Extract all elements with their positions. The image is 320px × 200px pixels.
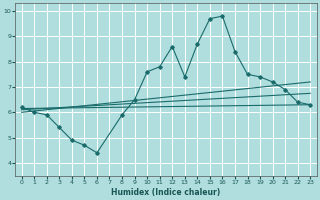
X-axis label: Humidex (Indice chaleur): Humidex (Indice chaleur) bbox=[111, 188, 220, 197]
